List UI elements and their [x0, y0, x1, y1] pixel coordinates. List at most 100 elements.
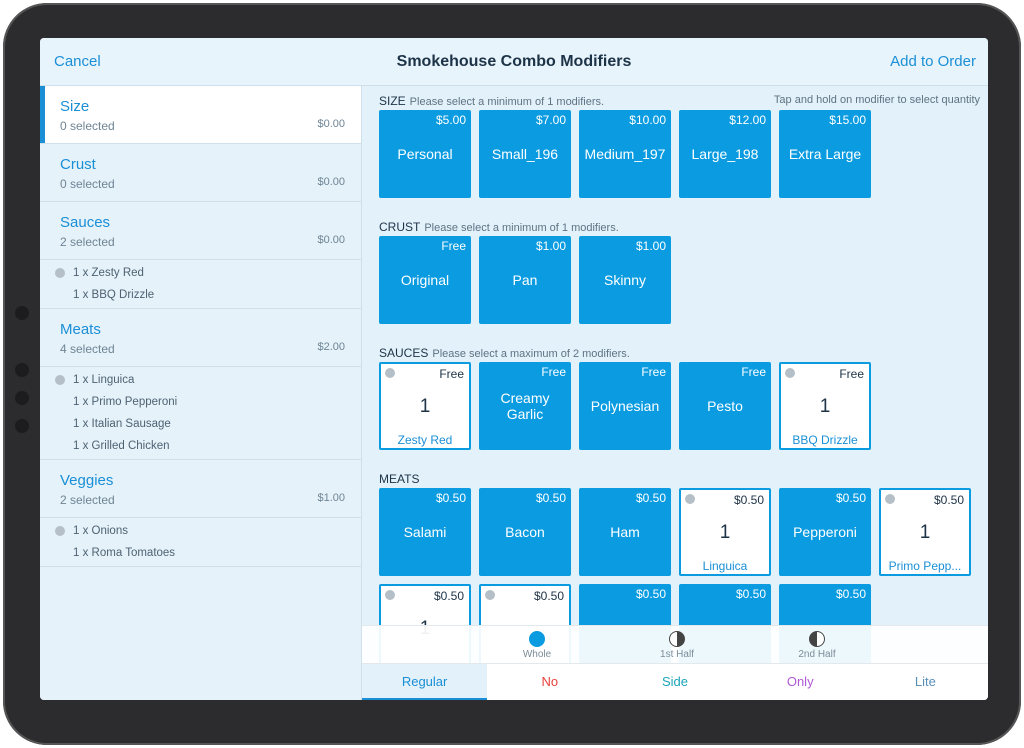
- selected-item: 1 x Primo Pepperoni: [73, 396, 178, 408]
- side-button: [15, 391, 29, 405]
- tile-label: Extra Large: [788, 146, 862, 162]
- modifier-tile[interactable]: $5.00 Personal: [379, 110, 471, 198]
- tile-price: $0.50: [433, 589, 464, 603]
- tile-label: Pan: [512, 272, 538, 288]
- group-header[interactable]: Meats 4 selected $2.00: [40, 309, 361, 366]
- modifier-tile[interactable]: $10.00 Medium_197: [579, 110, 671, 198]
- portion-icon: [669, 631, 685, 647]
- group-name: Veggies: [60, 472, 114, 489]
- side-button: [15, 419, 29, 433]
- modifier-tile[interactable]: $0.50 Bacon: [479, 488, 571, 576]
- modifier-tile[interactable]: Free 1 Zesty Red: [379, 362, 471, 450]
- portion-option[interactable]: Whole: [467, 626, 607, 663]
- tile-label: Zesty Red: [397, 433, 453, 447]
- selected-item: 1 x Grilled Chicken: [73, 440, 170, 452]
- portion-option[interactable]: 2nd Half: [747, 626, 887, 663]
- modifier-tile[interactable]: Free Original: [379, 236, 471, 324]
- portion-bar: Whole 1st Half 2nd Half: [362, 625, 988, 663]
- tab[interactable]: Only: [786, 674, 814, 689]
- section-header: SIZE Please select a minimum of 1 modifie…: [379, 86, 988, 110]
- cancel-button[interactable]: Cancel: [54, 53, 101, 70]
- add-button[interactable]: Add to Order: [890, 53, 976, 70]
- tile-label: Pesto: [707, 398, 743, 414]
- group-price: $0.00: [317, 176, 345, 188]
- tile-price: Free: [441, 239, 466, 253]
- modifier-tile[interactable]: $0.50 Ham: [579, 488, 671, 576]
- tile-quantity: 1: [819, 396, 831, 417]
- modifier-group: Veggies 2 selected $1.00 1 x Onions 1 x Roma…: [40, 460, 361, 567]
- tile-dot: [885, 494, 895, 504]
- modifier-group: Sauces 2 selected $0.00 1 x Zesty Red 1 x BB…: [40, 202, 361, 309]
- modifier-tile[interactable]: Free Polynesian: [579, 362, 671, 450]
- modifier-tile[interactable]: Free 1 BBQ Drizzle: [779, 362, 871, 450]
- group-selected: 2 selected: [60, 493, 115, 507]
- group-name: Crust: [60, 156, 96, 173]
- section-header: CRUST Please select a minimum of 1 modifi…: [379, 212, 988, 236]
- group-price: $0.00: [317, 118, 345, 130]
- title: Smokehouse Combo Modifiers: [396, 53, 632, 70]
- portion-icon: [809, 631, 825, 647]
- tile-price: $1.00: [535, 239, 566, 253]
- modifier-tile[interactable]: $0.50 Pepperoni: [779, 488, 871, 576]
- selected-item: 1 x Italian Sausage: [73, 418, 171, 430]
- tile-price: $0.50: [835, 491, 866, 505]
- group-price: $2.00: [317, 341, 345, 353]
- selected-item: 1 x Linguica: [40, 369, 361, 391]
- header: Cancel Smokehouse Combo Modifiers Add to…: [40, 38, 988, 86]
- selected-items: 1 x Zesty Red 1 x BBQ Drizzle: [40, 259, 361, 308]
- tab[interactable]: Lite: [914, 674, 936, 689]
- tile-label: Large_198: [691, 146, 759, 162]
- portion-label: 2nd Half: [798, 649, 836, 660]
- group-selected: 0 selected: [60, 177, 115, 191]
- tab[interactable]: Side: [661, 674, 689, 689]
- group-header[interactable]: Veggies 2 selected $1.00: [40, 460, 361, 517]
- tile-price: Free: [439, 367, 464, 381]
- portion-option[interactable]: 1st Half: [607, 626, 747, 663]
- item-dot: [55, 526, 65, 536]
- modifier-tile[interactable]: $12.00 Large_198: [679, 110, 771, 198]
- group-header[interactable]: Sauces 2 selected $0.00: [40, 202, 361, 259]
- group-name: Sauces: [60, 214, 111, 231]
- section-header: SAUCES Please select a maximum of 2 modif…: [379, 338, 988, 362]
- tile-label: Linguica: [702, 559, 748, 573]
- section-title: SAUCES: [379, 346, 429, 360]
- group-header[interactable]: Crust 0 selected $0.00: [40, 144, 361, 201]
- tile-grid: $5.00 Personal $7.00 Small_196 $10.00 Medium_…: [379, 110, 979, 198]
- tile-quantity: 1: [719, 522, 731, 543]
- tile-price: $1.00: [635, 239, 666, 253]
- section-header: MEATS: [379, 464, 988, 488]
- group-price: $0.00: [317, 234, 345, 246]
- tile-label: Polynesian: [590, 398, 660, 414]
- modifier-tile[interactable]: $0.50 1 Linguica: [679, 488, 771, 576]
- modifier-group: Crust 0 selected $0.00: [40, 144, 361, 202]
- section-note: Please select a minimum of 1 modifiers.: [409, 96, 605, 108]
- tile-label: Bacon: [505, 524, 545, 540]
- tile-price: Free: [741, 365, 766, 379]
- modifier-tile[interactable]: $0.50 Salami: [379, 488, 471, 576]
- group-price: $1.00: [317, 492, 345, 504]
- modifier-section: SIZE Please select a minimum of 1 modifie…: [379, 86, 988, 198]
- group-header[interactable]: Size 0 selected $0.00: [40, 86, 361, 143]
- tile-price: $0.50: [533, 589, 564, 603]
- modifier-group: Size 0 selected $0.00: [40, 86, 361, 144]
- tab[interactable]: Regular: [362, 664, 488, 700]
- tab[interactable]: No: [541, 674, 559, 689]
- modifier-tile[interactable]: $15.00 Extra Large: [779, 110, 871, 198]
- group-name: Meats: [60, 321, 101, 338]
- tile-label: Skinny: [603, 272, 647, 288]
- modifier-tile[interactable]: $7.00 Small_196: [479, 110, 571, 198]
- tile-quantity: 1: [419, 396, 431, 417]
- tile-label: Original: [400, 272, 450, 288]
- modifier-tile[interactable]: $1.00 Skinny: [579, 236, 671, 324]
- modifier-group: Meats 4 selected $2.00 1 x Linguica 1 x Prim…: [40, 309, 361, 460]
- modifier-tile[interactable]: $1.00 Pan: [479, 236, 571, 324]
- tile-price: $0.50: [835, 587, 866, 601]
- tile-price: $0.50: [933, 493, 964, 507]
- modifier-tile[interactable]: Free Pesto: [679, 362, 771, 450]
- tab-bar: Regular No Side Only Lite: [362, 663, 988, 700]
- tile-label: Pepperoni: [793, 524, 857, 540]
- selected-items: 1 x Onions 1 x Roma Tomatoes: [40, 517, 361, 566]
- modifier-tile[interactable]: Free Creamy Garlic: [479, 362, 571, 450]
- modifier-tile[interactable]: $0.50 1 Primo Pepp...: [879, 488, 971, 576]
- side-button: [15, 363, 29, 377]
